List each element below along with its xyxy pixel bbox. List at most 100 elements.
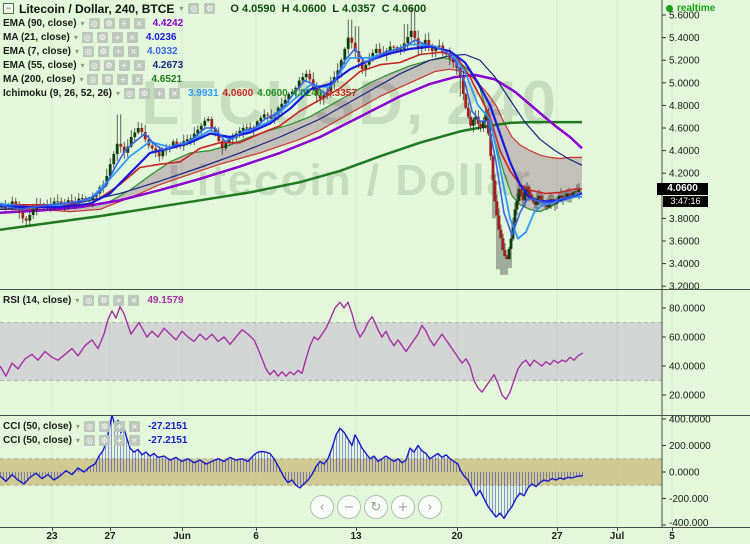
realtime-status: realtime	[666, 3, 715, 14]
scroll-right-button[interactable]: ›	[418, 495, 442, 519]
time-axis[interactable]: 23 27 Jun 6 13 20 27 Jul 5	[0, 528, 750, 544]
indicator-legend-row: RSI (14, close) ▾ ◎ ⚙ + × 49.1579	[3, 293, 184, 307]
indicator-legend-row: MA (200, close) ▾ ◎ ⚙ + × 4.6521	[3, 72, 426, 86]
visibility-icon-button[interactable]: ◎	[87, 73, 99, 85]
scroll-left-button[interactable]: ‹	[310, 495, 334, 519]
reset-chart-button[interactable]: ↻	[364, 495, 388, 519]
time-tick-mark	[457, 528, 458, 531]
indicator-value: 49.1579	[147, 294, 184, 306]
indicator-value: 4.2673	[152, 59, 184, 71]
zoom-in-button[interactable]: +	[391, 495, 415, 519]
add-icon-button[interactable]: +	[118, 59, 130, 71]
close-icon-button[interactable]: ×	[133, 17, 145, 29]
time-tick-mark	[182, 528, 183, 531]
close-icon-button[interactable]: ×	[168, 87, 180, 99]
chart-title[interactable]: Litecoin / Dollar, 240, BTCE	[19, 1, 175, 16]
indicator-label[interactable]: EMA (7, close)	[3, 45, 71, 57]
svg-text:4.2000: 4.2000	[669, 169, 700, 180]
time-tick-label: 27	[551, 531, 563, 542]
settings-icon-button[interactable]: ⚙	[98, 294, 110, 306]
indicator-label[interactable]: EMA (90, close)	[3, 17, 77, 29]
svg-text:0.0000: 0.0000	[669, 468, 700, 479]
add-icon-button[interactable]: +	[113, 45, 124, 57]
indicator-label[interactable]: MA (21, close)	[3, 31, 70, 43]
visibility-icon-button[interactable]: ◎	[188, 3, 200, 14]
svg-text:80.0000: 80.0000	[669, 304, 706, 315]
close-icon-button[interactable]: ×	[126, 31, 138, 43]
time-tick-mark	[256, 528, 257, 531]
indicator-label[interactable]: CCI (50, close)	[3, 420, 72, 432]
settings-icon-button[interactable]: ⚙	[204, 3, 216, 14]
svg-text:40.0000: 40.0000	[669, 362, 706, 373]
indicator-legend-row: EMA (7, close) ▾ ◎ ⚙ + × 4.0332	[3, 44, 426, 58]
chevron-down-icon[interactable]: ▾	[79, 74, 84, 84]
indicator-label[interactable]: MA (200, close)	[3, 73, 76, 85]
rsi-panel[interactable]: 80.0000 60.0000 40.0000 20.0000	[0, 290, 750, 416]
add-icon-button[interactable]: +	[153, 87, 165, 99]
indicator-label[interactable]: EMA (55, close)	[3, 59, 77, 71]
close-icon-button[interactable]: ×	[132, 73, 144, 85]
chevron-down-icon[interactable]: ▾	[75, 295, 80, 305]
close-icon-button[interactable]: ×	[133, 59, 145, 71]
settings-icon-button[interactable]: ⚙	[138, 87, 150, 99]
visibility-icon-button[interactable]: ◎	[83, 294, 95, 306]
settings-icon-button[interactable]: ⚙	[103, 17, 115, 29]
svg-text:200.0000: 200.0000	[669, 441, 711, 452]
ma21-line	[0, 45, 583, 209]
visibility-icon-button[interactable]: ◎	[88, 17, 100, 29]
indicator-label[interactable]: CCI (50, close)	[3, 434, 72, 446]
add-icon-button[interactable]: +	[117, 73, 129, 85]
chevron-down-icon[interactable]: ▾	[75, 421, 80, 431]
time-tick-mark	[356, 528, 357, 531]
chevron-down-icon[interactable]: ▾	[80, 18, 85, 28]
indicator-value: 4.0600	[257, 87, 288, 99]
add-icon-button[interactable]: +	[113, 294, 125, 306]
time-tick-label: 23	[46, 531, 58, 542]
visibility-icon-button[interactable]: ◎	[81, 31, 93, 43]
visibility-icon-button[interactable]: ◎	[123, 87, 135, 99]
chevron-down-icon[interactable]: ▾	[73, 32, 78, 42]
indicator-value: 4.6521	[151, 73, 183, 85]
settings-icon-button[interactable]: ⚙	[102, 73, 114, 85]
close-icon-button[interactable]: ×	[128, 45, 139, 57]
indicator-label[interactable]: Ichimoku (9, 26, 52, 26)	[3, 87, 112, 99]
svg-text:4.6000: 4.6000	[669, 124, 700, 135]
cci-legend: CCI (50, close) ▾ ◎ ⚙ + × -27.2151 CCI (50, clo…	[3, 419, 187, 447]
ohlc-readout: O 4.0590 H 4.0600 L 4.0357 C 4.0600	[224, 3, 426, 15]
ohlc-value: 4.0590	[241, 2, 276, 15]
settings-icon-button[interactable]: ⚙	[103, 59, 115, 71]
visibility-icon-button[interactable]: ◎	[83, 45, 94, 57]
close-icon-button[interactable]: ×	[128, 420, 140, 432]
ohlc-key: L	[332, 2, 339, 15]
chart-title-row: − Litecoin / Dollar, 240, BTCE ▾ ◎ ⚙ O 4.…	[3, 1, 426, 16]
cci-panel[interactable]: 400.0000 200.0000 0.0000 -200.000 -400.000	[0, 416, 750, 528]
settings-icon-button[interactable]: ⚙	[98, 434, 110, 446]
chevron-down-icon[interactable]: ▾	[75, 435, 80, 445]
svg-text:3.6000: 3.6000	[669, 237, 700, 248]
zoom-out-button[interactable]: −	[337, 495, 361, 519]
chevron-down-icon[interactable]: ▾	[179, 4, 184, 13]
visibility-icon-button[interactable]: ◎	[83, 434, 95, 446]
close-icon-button[interactable]: ×	[128, 294, 140, 306]
add-icon-button[interactable]: +	[111, 31, 123, 43]
add-icon-button[interactable]: +	[113, 420, 125, 432]
add-icon-button[interactable]: +	[118, 17, 130, 29]
add-icon-button[interactable]: +	[113, 434, 125, 446]
chevron-down-icon[interactable]: ▾	[115, 88, 120, 98]
indicator-label[interactable]: RSI (14, close)	[3, 294, 72, 306]
main-chart-panel[interactable]: 5.6000 5.4000 5.2000 5.0000 4.8000 4.6000 4.40…	[0, 0, 750, 290]
chevron-down-icon[interactable]: ▾	[80, 60, 85, 70]
bar-countdown-badge: 3:47:16	[663, 196, 708, 207]
close-icon-button[interactable]: ×	[128, 434, 140, 446]
settings-icon-button[interactable]: ⚙	[96, 31, 108, 43]
settings-icon-button[interactable]: ⚙	[98, 45, 109, 57]
svg-text:20.0000: 20.0000	[669, 391, 706, 402]
time-tick-mark	[110, 528, 111, 531]
indicator-legend-row: Ichimoku (9, 26, 52, 26) ▾ ◎ ⚙ + × 3.9931 4.060…	[3, 86, 426, 100]
collapse-legend-icon[interactable]: −	[3, 3, 14, 14]
settings-icon-button[interactable]: ⚙	[98, 420, 110, 432]
visibility-icon-button[interactable]: ◎	[88, 59, 100, 71]
visibility-icon-button[interactable]: ◎	[83, 420, 95, 432]
time-tick-label: 13	[350, 531, 362, 542]
chevron-down-icon[interactable]: ▾	[74, 46, 79, 56]
